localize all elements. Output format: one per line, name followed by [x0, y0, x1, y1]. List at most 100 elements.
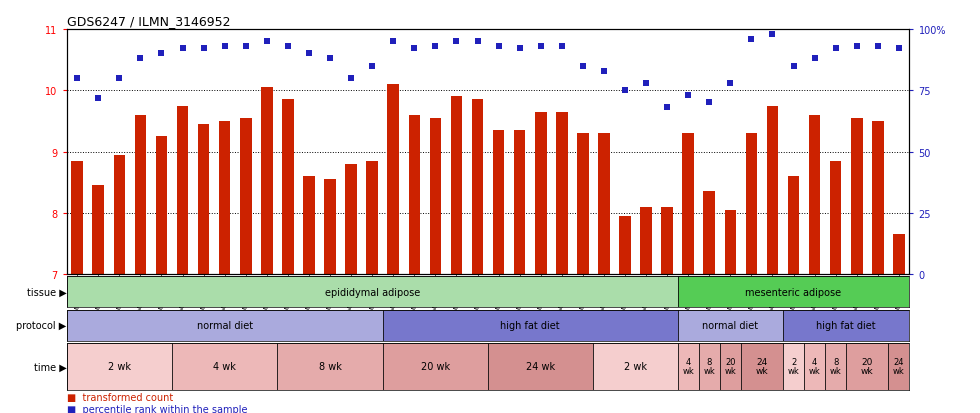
Bar	[72, 161, 83, 275]
Point	[680, 93, 696, 99]
Text: 4
wk: 4 wk	[682, 358, 694, 375]
Point	[575, 63, 591, 70]
Bar	[535, 112, 547, 275]
Bar	[808, 116, 820, 275]
Point	[722, 80, 738, 87]
Bar	[805, 343, 825, 390]
Bar	[367, 161, 378, 275]
Bar	[409, 116, 420, 275]
Bar	[746, 134, 758, 275]
Bar	[741, 343, 783, 390]
Bar	[851, 119, 862, 275]
Point	[280, 44, 296, 50]
Point	[90, 95, 106, 102]
Bar	[678, 277, 909, 308]
Bar	[514, 131, 525, 275]
Point	[849, 44, 864, 50]
Bar	[830, 161, 842, 275]
Bar	[92, 186, 104, 275]
Point	[385, 39, 401, 45]
Text: 4 wk: 4 wk	[214, 361, 236, 372]
Bar	[619, 216, 631, 275]
Bar	[387, 85, 399, 275]
Point	[132, 56, 148, 62]
Point	[259, 39, 274, 45]
Bar	[662, 207, 673, 275]
Bar	[114, 155, 125, 275]
Text: 8
wk: 8 wk	[704, 358, 715, 375]
Point	[870, 44, 886, 50]
Point	[469, 39, 485, 45]
Point	[512, 46, 527, 52]
Point	[301, 51, 317, 57]
Text: ■  percentile rank within the sample: ■ percentile rank within the sample	[67, 404, 247, 413]
Point	[196, 46, 212, 52]
Bar	[67, 277, 678, 308]
Bar	[699, 343, 720, 390]
Point	[427, 44, 443, 50]
Point	[322, 56, 338, 62]
Bar	[766, 106, 778, 275]
Bar	[277, 343, 383, 390]
Point	[449, 39, 465, 45]
Bar	[594, 343, 678, 390]
Bar	[219, 121, 230, 275]
Point	[702, 100, 717, 107]
Point	[112, 76, 127, 82]
Bar	[847, 343, 889, 390]
Bar	[488, 343, 594, 390]
Point	[786, 63, 802, 70]
Text: 2 wk: 2 wk	[108, 361, 130, 372]
Text: mesenteric adipose: mesenteric adipose	[746, 287, 842, 297]
Point	[660, 105, 675, 112]
Bar	[719, 343, 741, 390]
Bar	[893, 235, 905, 275]
Text: 20
wk: 20 wk	[861, 358, 873, 375]
Bar	[556, 112, 567, 275]
Bar	[383, 343, 488, 390]
Bar	[471, 100, 483, 275]
Bar	[67, 310, 383, 341]
Text: high fat diet: high fat diet	[816, 320, 876, 330]
Bar	[704, 192, 715, 275]
Bar	[783, 310, 909, 341]
Bar	[724, 210, 736, 275]
Point	[554, 44, 569, 50]
Bar	[383, 310, 678, 341]
Text: normal diet: normal diet	[197, 320, 253, 330]
Bar	[678, 343, 699, 390]
Point	[744, 36, 760, 43]
Text: 2 wk: 2 wk	[624, 361, 647, 372]
Bar	[889, 343, 909, 390]
Bar	[678, 310, 783, 341]
Point	[491, 44, 507, 50]
Bar	[429, 119, 441, 275]
Point	[533, 44, 549, 50]
Bar	[176, 106, 188, 275]
Point	[764, 31, 780, 38]
Bar	[198, 125, 210, 275]
Point	[617, 88, 633, 94]
Text: tissue ▶: tissue ▶	[26, 287, 67, 297]
Text: 8
wk: 8 wk	[830, 358, 842, 375]
Text: 4
wk: 4 wk	[808, 358, 820, 375]
Point	[154, 51, 170, 57]
Point	[828, 46, 844, 52]
Point	[70, 76, 85, 82]
Text: 24
wk: 24 wk	[893, 358, 905, 375]
Bar	[788, 177, 800, 275]
Point	[891, 46, 907, 52]
Text: epididymal adipose: epididymal adipose	[324, 287, 419, 297]
Text: protocol ▶: protocol ▶	[17, 320, 67, 330]
Bar	[303, 177, 315, 275]
Text: 2
wk: 2 wk	[788, 358, 800, 375]
Text: GDS6247 / ILMN_3146952: GDS6247 / ILMN_3146952	[67, 15, 230, 28]
Text: high fat diet: high fat diet	[501, 320, 560, 330]
Point	[807, 56, 822, 62]
Bar	[282, 100, 294, 275]
Point	[217, 44, 232, 50]
Point	[174, 46, 190, 52]
Bar	[640, 207, 652, 275]
Text: 24 wk: 24 wk	[526, 361, 556, 372]
Point	[365, 63, 380, 70]
